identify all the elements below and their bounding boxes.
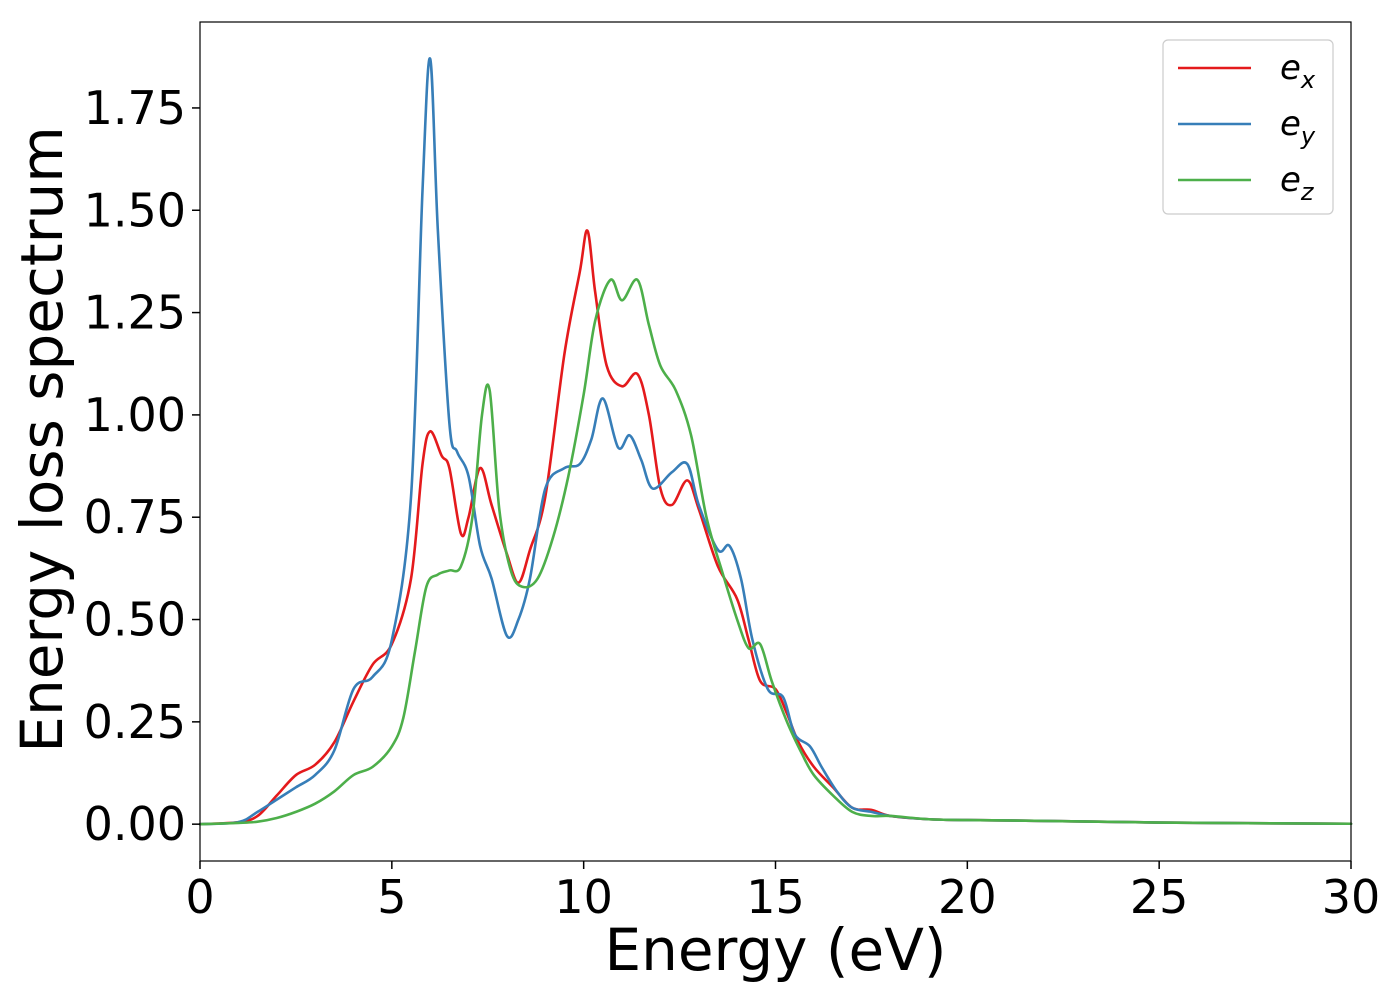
series-line-z [198, 278, 1353, 826]
y-tick-label: 1.75 [84, 81, 186, 135]
legend: ex ey ez [1162, 39, 1334, 215]
x-tick-label: 5 [377, 870, 406, 924]
legend-label: ex [1280, 48, 1316, 94]
x-tick-label: 10 [554, 870, 613, 924]
y-axis: 0.00 0.25 0.50 0.75 1.00 1.25 1.50 1.75 [84, 81, 200, 851]
legend-box [1162, 39, 1334, 215]
y-tick-label: 0.00 [84, 797, 186, 851]
series-line-y [198, 57, 1353, 826]
y-tick-label: 0.50 [84, 593, 186, 647]
x-tick-label: 25 [1130, 870, 1189, 924]
x-axis-title: Energy (eV) [604, 916, 946, 984]
legend-label: ez [1280, 160, 1315, 206]
y-tick-label: 0.25 [84, 695, 186, 749]
y-axis-title: Energy loss spectrum [8, 126, 76, 752]
x-tick-label: 15 [746, 870, 805, 924]
legend-label: ey [1280, 104, 1316, 150]
series-layer [198, 57, 1353, 826]
x-tick-label: 0 [185, 870, 214, 924]
x-tick-label: 20 [938, 870, 997, 924]
x-axis: 0 5 10 15 20 25 30 [185, 861, 1380, 924]
y-tick-label: 1.00 [84, 388, 186, 442]
y-tick-label: 1.50 [84, 183, 186, 237]
y-tick-label: 0.75 [84, 490, 186, 544]
y-tick-label: 1.25 [84, 286, 186, 340]
x-tick-label: 30 [1322, 870, 1381, 924]
